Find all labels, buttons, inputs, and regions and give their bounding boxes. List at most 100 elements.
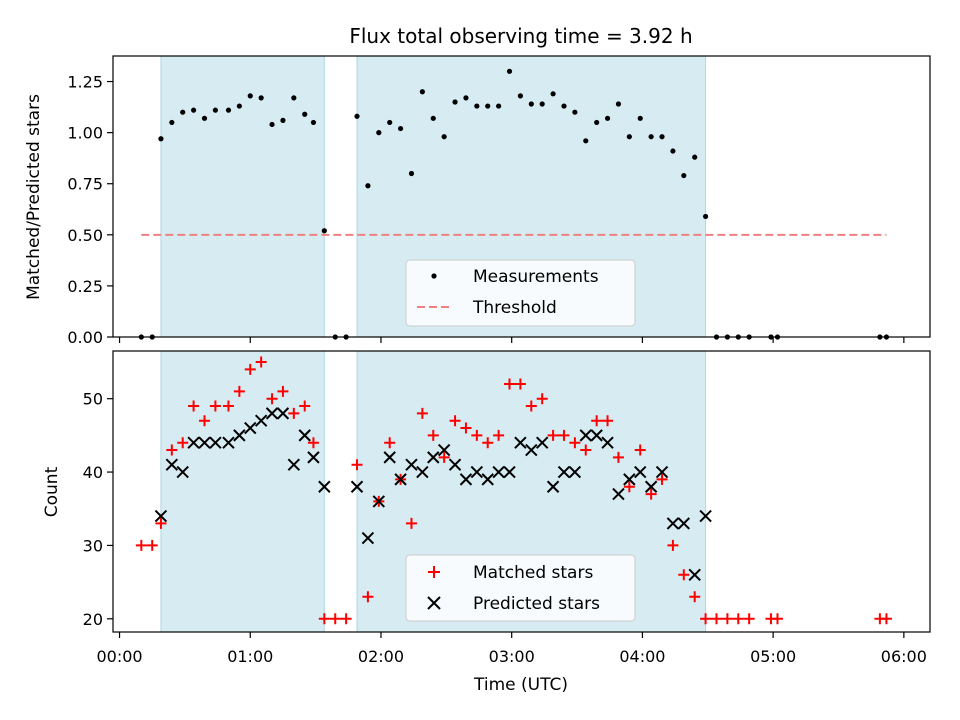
measurement-point-5: [191, 107, 197, 113]
bottom-y-axis-label: Count: [42, 466, 62, 517]
matched-star-point-43: [602, 415, 614, 427]
matched-star-point-55: [732, 613, 744, 625]
matched-star-point-54: [721, 613, 733, 625]
measurement-point-14: [291, 95, 297, 101]
legend-predicted-stars-marker: [427, 596, 441, 610]
matched-star-point-14: [288, 407, 300, 419]
top-y-tick-label-1: 0.25: [67, 277, 103, 296]
measurement-point-49: [670, 148, 676, 154]
predicted-star-point-23: [427, 451, 440, 464]
predicted-star-point-37: [579, 429, 592, 442]
x-tick-label-2: 02:00: [358, 647, 404, 666]
predicted-star-point-40: [612, 487, 625, 501]
predicted-star-point-14: [307, 451, 320, 464]
matched-star-point-28: [438, 451, 450, 463]
matched-star-point-1: [146, 539, 158, 551]
matched-star-point-47: [645, 488, 657, 500]
measurement-point-35: [517, 93, 524, 99]
bottom-legend-box: [405, 554, 636, 622]
predicted-star-point-2: [176, 465, 189, 479]
top-legend-box: [405, 259, 636, 327]
measurement-point-22: [376, 130, 382, 136]
matched-star-point-23: [384, 437, 396, 449]
bottom-legend: Matched stars Predicted stars: [405, 554, 636, 622]
predicted-star-point-22: [416, 465, 429, 479]
legend-threshold-label: Threshold: [472, 298, 557, 318]
x-tick-label-4: 04:00: [619, 647, 665, 666]
measurement-point-32: [485, 103, 491, 109]
measurement-point-36: [528, 101, 534, 107]
bottom-y-axis: 20 30 40 50: [83, 390, 113, 629]
matched-star-point-34: [504, 378, 516, 390]
predicted-star-point-4: [198, 436, 211, 449]
top-panel: 0.00 0.25 0.50 0.75 1.00 1.25 Matched/Predict…: [24, 55, 931, 347]
x-axis-label: Time (UTC): [473, 675, 568, 695]
legend-matched-stars-label: Matched stars: [473, 563, 593, 583]
predicted-star-point-39: [601, 436, 614, 449]
predicted-star-point-25: [448, 458, 462, 471]
matched-star-point-6: [199, 415, 211, 427]
predicted-star-point-13: [298, 429, 311, 442]
measurement-point-28: [441, 134, 447, 140]
predicted-star-point-41: [623, 473, 636, 486]
measurement-point-43: [604, 115, 611, 121]
top-y-tick-label-0: 0.00: [67, 328, 103, 347]
top-panel-frame: [112, 55, 931, 338]
matched-star-point-49: [667, 539, 679, 551]
predicted-star-point-29: [492, 465, 505, 479]
matched-star-point-41: [580, 444, 592, 456]
measurement-point-7: [212, 107, 218, 113]
matched-star-point-11: [255, 356, 267, 368]
matched-star-point-0: [135, 539, 147, 551]
bottom-panel-frame: [112, 350, 931, 633]
top-y-tick-label-3: 0.75: [67, 175, 103, 194]
predicted-star-point-12: [287, 458, 301, 471]
predicted-star-point-38: [590, 429, 603, 442]
matched-star-point-38: [547, 429, 559, 441]
matched-star-point-58: [771, 613, 783, 625]
matched-star-point-13: [277, 385, 289, 397]
predicted-star-point-0: [154, 509, 168, 523]
top-y-axis: 0.00 0.25 0.50 0.75 1.00 1.25: [67, 73, 113, 347]
top-y-axis-label: Matched/Predicted stars: [24, 94, 44, 300]
predicted-star-point-1: [165, 458, 179, 471]
matched-star-point-56: [743, 613, 755, 625]
matched-star-point-8: [222, 400, 234, 412]
measurement-point-6: [201, 115, 208, 121]
matched-star-point-4: [177, 437, 189, 449]
predicted-star-point-20: [394, 473, 407, 486]
measurement-point-45: [626, 134, 632, 140]
measurement-point-34: [506, 68, 513, 74]
predicted-star-point-18: [372, 495, 386, 508]
matched-star-point-48: [656, 473, 668, 485]
legend-matched-stars-marker: [428, 566, 440, 578]
top-shaded-interval-1: [160, 55, 325, 338]
measurement-point-4: [180, 109, 186, 115]
top-legend: Measurements Threshold: [405, 259, 636, 327]
matched-star-point-2: [155, 517, 167, 529]
measurement-point-47: [648, 134, 654, 140]
measurement-point-12: [269, 121, 275, 128]
measurement-point-27: [430, 115, 436, 121]
predicted-star-point-34: [546, 480, 560, 493]
top-y-tick-label-2: 0.50: [67, 226, 103, 245]
predicted-star-point-10: [265, 407, 279, 420]
predicted-star-point-28: [481, 473, 494, 486]
matched-star-point-50: [678, 569, 690, 581]
matched-star-point-40: [569, 437, 581, 449]
measurement-point-25: [408, 170, 415, 177]
predicted-star-point-6: [222, 436, 235, 449]
predicted-star-point-30: [503, 465, 516, 479]
predicted-star-point-35: [557, 465, 571, 479]
predicted-star-point-31: [514, 436, 527, 449]
matched-star-point-10: [244, 363, 256, 375]
matched-star-point-53: [710, 613, 722, 625]
matched-star-point-32: [482, 437, 494, 449]
predicted-star-point-33: [535, 436, 549, 449]
predicted-star-point-3: [187, 436, 200, 449]
x-tick-label-6: 06:00: [881, 647, 927, 666]
matched-star-point-52: [700, 613, 712, 625]
matched-star-point-25: [405, 517, 417, 529]
